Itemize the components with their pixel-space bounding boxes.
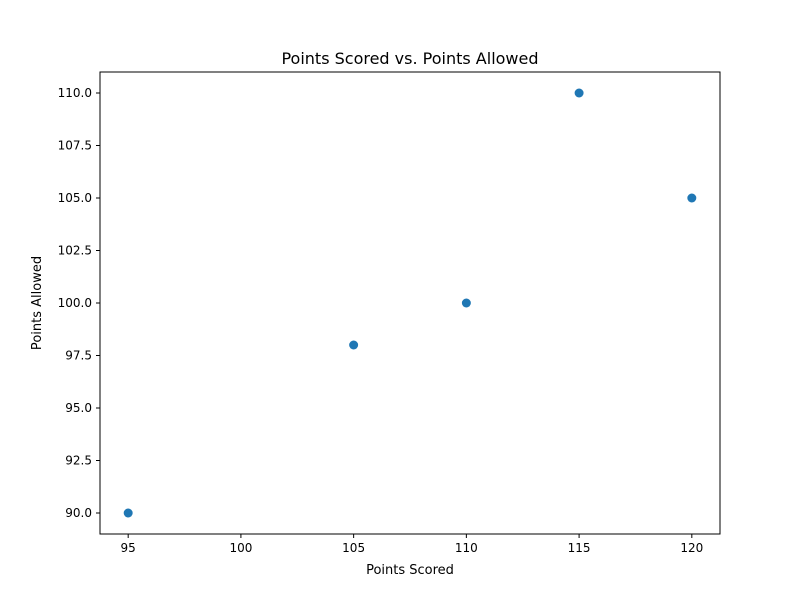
y-tick-label: 100.0 bbox=[58, 296, 92, 310]
x-axis-ticks: 95 100 105 110 115 120 bbox=[121, 534, 703, 555]
x-tick-label: 110 bbox=[455, 541, 478, 555]
x-axis-label: Points Scored bbox=[366, 563, 454, 578]
x-tick-label: 95 bbox=[121, 541, 136, 555]
chart-title: Points Scored vs. Points Allowed bbox=[281, 49, 538, 68]
y-tick-label: 105.0 bbox=[58, 191, 92, 205]
x-tick-label: 120 bbox=[680, 541, 703, 555]
y-tick-label: 92.5 bbox=[65, 454, 92, 468]
scatter-point bbox=[349, 340, 359, 350]
y-tick-label: 110.0 bbox=[58, 86, 92, 100]
y-tick-label: 107.5 bbox=[58, 139, 92, 153]
scatter-points bbox=[123, 88, 697, 518]
y-tick-label: 102.5 bbox=[58, 244, 92, 258]
scatter-point bbox=[687, 193, 697, 203]
y-tick-label: 95.0 bbox=[65, 401, 92, 415]
scatter-point bbox=[461, 298, 471, 308]
y-axis-ticks: 90.0 92.5 95.0 97.5 100.0 102.5 105.0 107.5 110.… bbox=[58, 86, 100, 520]
scatter-point bbox=[123, 508, 133, 518]
scatter-point bbox=[574, 88, 584, 98]
y-tick-label: 97.5 bbox=[65, 349, 92, 363]
x-tick-label: 100 bbox=[229, 541, 252, 555]
y-tick-label: 90.0 bbox=[65, 506, 92, 520]
x-tick-label: 105 bbox=[342, 541, 365, 555]
x-tick-label: 115 bbox=[568, 541, 591, 555]
y-axis-label: Points Allowed bbox=[30, 256, 45, 350]
plot-area-frame bbox=[99, 71, 721, 535]
